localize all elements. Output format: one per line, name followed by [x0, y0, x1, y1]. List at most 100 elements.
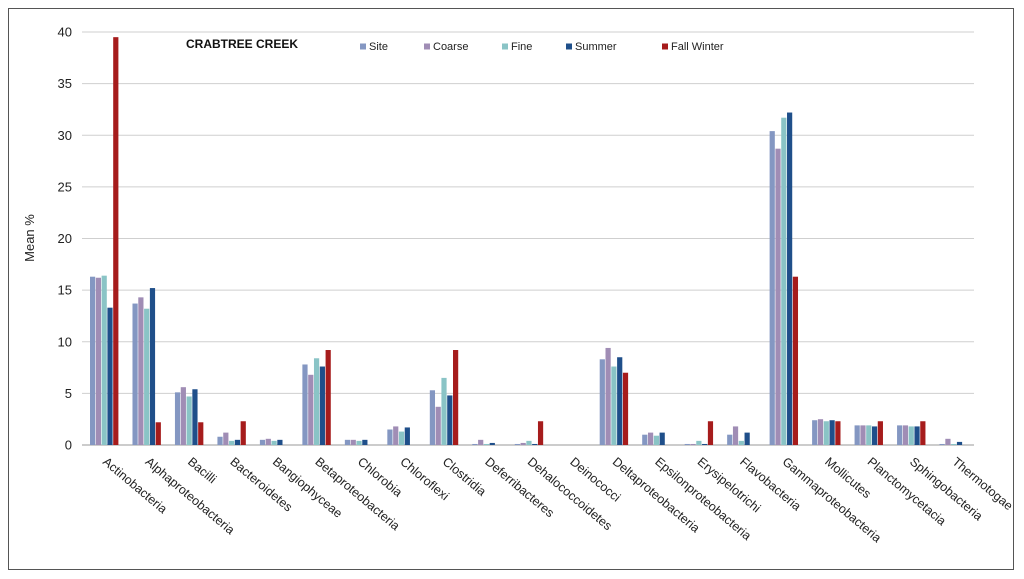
bar-deferribacteres-coarse [478, 439, 484, 445]
bar-epsilonproteobacteria-fine [653, 435, 659, 445]
bar-bangiophyceae-summer [277, 439, 283, 445]
bar-bangiophyceae-coarse [265, 438, 271, 445]
legend-swatch-fine [502, 43, 508, 50]
bar-chloroflexi-fine [398, 431, 405, 445]
bar-bacteroidetes-fall-winter [240, 421, 246, 445]
bar-planctomycetacia-fine [866, 425, 872, 445]
y-tick-label: 35 [58, 76, 72, 91]
bar-bangiophyceae-site [259, 439, 266, 445]
bar-bacteroidetes-summer [234, 439, 241, 445]
bar-planctomycetacia-site [854, 425, 860, 445]
bar-erysipelotrichi-fall-winter [707, 421, 714, 445]
bar-planctomycetacia-summer [871, 426, 878, 445]
bar-actinobacteria-site [90, 276, 96, 445]
bar-bangiophyceae-fine [271, 440, 277, 445]
bar-mollicutes-summer [829, 420, 835, 445]
bar-epsilonproteobacteria-site [642, 434, 648, 445]
bar-chloroflexi-summer [404, 427, 410, 445]
bar-mollicutes-fine [823, 421, 829, 445]
legend-label-fine: Fine [511, 41, 532, 53]
bar-gammaproteobacteria-summer [787, 112, 793, 445]
bar-thermotogae-site [939, 443, 945, 445]
legend-swatch-summer [566, 43, 572, 50]
bar-flavobacteria-summer [744, 432, 750, 445]
bar-epsilonproteobacteria-coarse [647, 432, 654, 445]
bar-betaproteobacteria-summer [319, 366, 325, 445]
bar-dehalococcoidetes-site [514, 443, 520, 445]
legend-swatch-coarse [424, 43, 430, 50]
legend: Site Coarse Fine Summer Fall Winter [360, 41, 724, 53]
legend-swatch-fall-winter [662, 43, 668, 50]
legend-swatch-site [360, 43, 366, 50]
bar-clostridia-fine [441, 377, 447, 445]
bar-betaproteobacteria-fall-winter [325, 350, 331, 445]
x-category-labels: ActinobacteriaAlphaproteobacteriaBacilli… [100, 455, 1016, 546]
bar-clostridia-summer [447, 395, 453, 445]
legend-label-site: Site [369, 41, 388, 53]
bar-actinobacteria-summer [107, 307, 113, 445]
bar-alphaproteobacteria-coarse [138, 297, 144, 445]
bar-deltaproteobacteria-fall-winter [622, 372, 629, 445]
bar-sphingobacteria-site [897, 425, 903, 445]
bar-clostridia-site [429, 390, 436, 445]
bar-mollicutes-coarse [817, 419, 824, 445]
y-tick-label: 25 [58, 179, 72, 194]
bar-actinobacteria-coarse [95, 277, 101, 445]
legend-label-summer: Summer [575, 41, 617, 53]
bar-bacteroidetes-fine [229, 440, 235, 445]
bar-chloroflexi-coarse [393, 426, 399, 445]
bar-planctomycetacia-coarse [860, 425, 866, 445]
y-tick-label: 10 [58, 334, 72, 349]
y-axis-label: Mean % [22, 214, 37, 262]
bar-bacilli-fine [186, 396, 192, 445]
y-tick-label: 0 [65, 438, 72, 453]
bar-sphingobacteria-fine [908, 426, 914, 445]
bar-flavobacteria-fine [738, 440, 744, 445]
bar-betaproteobacteria-site [302, 364, 308, 445]
bar-chlorobia-fine [356, 440, 362, 445]
bar-erysipelotrichi-site [684, 443, 690, 445]
bar-chloroflexi-site [387, 429, 393, 445]
bar-sphingobacteria-coarse [902, 425, 909, 445]
bar-deltaproteobacteria-site [599, 359, 605, 445]
bar-dehalococcoidetes-fine [526, 440, 532, 445]
bar-planctomycetacia-fall-winter [877, 421, 883, 445]
bar-chlorobia-site [344, 439, 351, 445]
chart-frame [8, 8, 1014, 570]
bar-bacteroidetes-coarse [223, 432, 229, 445]
bar-mollicutes-site [812, 420, 818, 445]
bar-erysipelotrichi-fine [696, 440, 702, 445]
bar-chlorobia-coarse [350, 439, 356, 445]
bar-chlorobia-summer [362, 439, 368, 445]
bar-mollicutes-fall-winter [835, 421, 841, 445]
bar-gammaproteobacteria-fall-winter [792, 276, 799, 445]
bar-clostridia-coarse [435, 406, 441, 445]
y-tick-label: 40 [58, 25, 72, 40]
bar-dehalococcoidetes-coarse [520, 442, 526, 445]
y-tick-label: 15 [58, 283, 72, 298]
bar-bacilli-coarse [180, 387, 186, 445]
bar-bacilli-site [174, 392, 181, 445]
legend-label-coarse: Coarse [433, 41, 468, 53]
y-tick-label: 20 [58, 231, 72, 246]
bar-alphaproteobacteria-fall-winter [155, 422, 161, 445]
bar-erysipelotrichi-coarse [690, 443, 696, 445]
bar-epsilonproteobacteria-summer [659, 432, 665, 445]
bar-deferribacteres-summer [489, 442, 495, 445]
bar-betaproteobacteria-fine [313, 358, 320, 445]
bar-erysipelotrichi-summer [702, 443, 708, 445]
bar-actinobacteria-fall-winter [113, 37, 119, 445]
bar-thermotogae-fine [951, 443, 957, 445]
bar-betaproteobacteria-coarse [308, 374, 314, 445]
category-label-bacilli: Bacilli [185, 455, 219, 487]
bar-alphaproteobacteria-fine [144, 308, 150, 445]
bars [90, 37, 963, 446]
bar-deferribacteres-site [472, 443, 478, 445]
bar-deferribacteres-fine [483, 443, 490, 445]
bar-dehalococcoidetes-summer [532, 443, 538, 445]
category-label-sphingobacteria: Sphingobacteria [907, 455, 985, 524]
bar-sphingobacteria-fall-winter [920, 421, 926, 445]
y-tick-label: 30 [58, 128, 72, 143]
legend-label-fall-winter: Fall Winter [671, 41, 724, 53]
